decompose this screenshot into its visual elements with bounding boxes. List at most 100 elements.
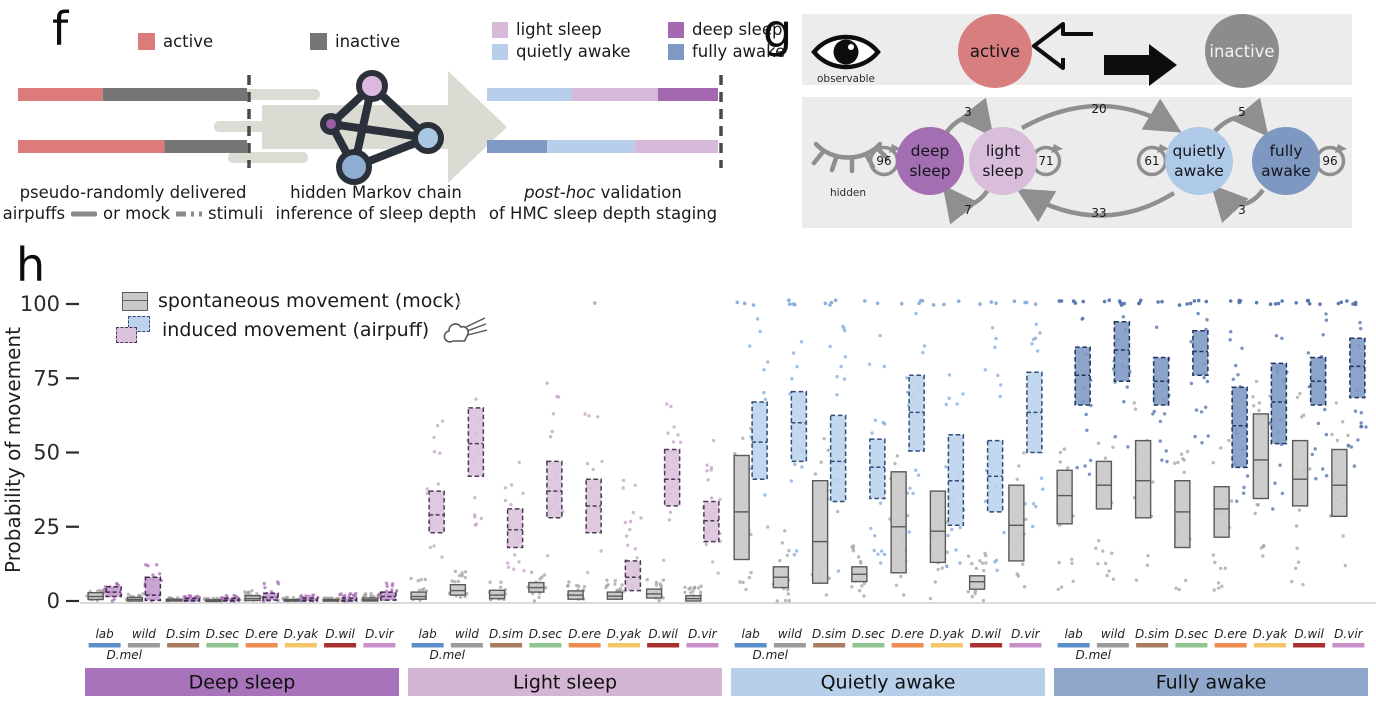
species-color-bar	[1332, 643, 1365, 648]
species-label: D.vir	[365, 627, 394, 641]
mock-data-point	[744, 587, 748, 592]
airpuff-data-point	[1353, 409, 1358, 413]
mock-data-point	[741, 580, 745, 585]
airpuff-data-point	[1158, 439, 1163, 443]
airpuff-data-point	[436, 482, 440, 486]
mock-data-point	[291, 595, 296, 600]
airpuff-data-point	[867, 362, 872, 366]
airpuff-data-point	[1235, 499, 1239, 503]
species-label: D.ere	[568, 627, 601, 641]
species-label: D.yak	[1253, 627, 1289, 641]
airpuff-data-point	[704, 542, 708, 547]
mock-data-point	[1219, 566, 1223, 571]
mock-box	[929, 490, 947, 564]
airpuff-data-point	[882, 552, 887, 557]
airpuff-data-point	[792, 553, 797, 557]
airpuff-data-point	[1324, 312, 1328, 316]
airpuff-data-point	[1107, 298, 1112, 302]
mock-data-point	[1097, 539, 1101, 543]
species-label: D.wil	[971, 627, 1001, 641]
airpuff-data-point	[833, 298, 838, 302]
airpuff-data-point	[794, 549, 799, 553]
airpuff-data-point	[716, 571, 720, 575]
airpuff-data-point	[440, 555, 444, 559]
airpuff-data-point	[1122, 301, 1126, 306]
airpuff-data-point	[1152, 409, 1157, 414]
mock-data-point	[1070, 557, 1074, 561]
mock-data-point	[1217, 586, 1221, 590]
airpuff-data-point	[512, 567, 516, 571]
airpuff-data-point	[863, 299, 867, 303]
airpuff-data-point	[787, 298, 791, 302]
airpuff-data-point	[961, 392, 965, 396]
airpuff-data-point	[905, 376, 909, 380]
airpuff-data-point	[591, 467, 595, 472]
mock-data-point	[692, 586, 696, 590]
species-label: D.sec	[852, 627, 886, 641]
airpuff-data-point	[828, 344, 832, 349]
validation-bar-segment	[487, 88, 573, 101]
airpuff-data-point	[1294, 301, 1298, 305]
stimulus-bar-segment	[18, 140, 165, 153]
mock-data-point	[1259, 546, 1264, 550]
mock-data-point	[661, 596, 665, 600]
transition-quietly-to-light: 33	[1091, 206, 1106, 220]
validation-bar-segment	[634, 140, 718, 153]
svg-text:61: 61	[1144, 154, 1159, 168]
mock-data-point	[1021, 562, 1025, 566]
airpuff-data-point	[875, 301, 880, 306]
species-color-bar	[1293, 643, 1326, 648]
airpuff-data-point	[1307, 302, 1312, 306]
airpuff-data-point	[479, 516, 483, 521]
airpuff-data-point	[506, 561, 510, 565]
airpuff-data-point	[1324, 432, 1329, 437]
mock-data-point	[618, 587, 623, 591]
species-label: lab	[418, 627, 437, 641]
airpuff-data-point	[1193, 434, 1197, 439]
airpuff-data-point	[339, 592, 343, 596]
airpuff-data-point	[506, 565, 511, 569]
speed-stripe	[214, 121, 276, 132]
mock-data-point	[851, 546, 856, 551]
mock-data-point	[1105, 573, 1109, 578]
airpuff-data-point	[348, 592, 353, 596]
mock-data-point	[1295, 395, 1300, 399]
mock-data-point	[1343, 563, 1348, 568]
airpuff-data-point	[1154, 325, 1159, 329]
airpuff-data-point	[621, 486, 625, 490]
mock-data-point	[1059, 585, 1064, 589]
svg-text:96: 96	[876, 154, 891, 168]
mock-data-point	[775, 599, 779, 603]
airpuff-data-point	[1228, 338, 1232, 342]
airpuff-box	[506, 508, 524, 549]
airpuff-data-point	[1280, 336, 1284, 340]
airpuff-data-point	[110, 599, 115, 603]
airpuff-data-point	[958, 525, 962, 530]
mock-data-point	[1295, 546, 1299, 550]
mock-data-point	[1257, 408, 1261, 413]
airpuff-data-point	[1242, 485, 1246, 490]
species-color-bar	[127, 643, 160, 648]
mock-data-point	[605, 578, 609, 582]
airpuff-data-point	[791, 302, 795, 306]
airpuff-data-point	[1151, 412, 1155, 416]
mock-data-point	[369, 592, 373, 596]
species-color-bar	[1214, 643, 1247, 648]
mock-data-point	[1257, 401, 1262, 405]
airpuff-data-point	[1356, 438, 1360, 442]
mock-data-point	[1341, 420, 1345, 424]
mock-data-point	[416, 579, 420, 583]
airpuff-data-point	[1306, 351, 1311, 355]
airpuff-box	[144, 576, 162, 602]
mock-data-point	[822, 437, 826, 441]
mock-data-point	[1056, 587, 1061, 592]
mock-data-point	[1146, 554, 1150, 558]
airpuff-data-point	[1324, 474, 1329, 478]
airpuff-data-point	[996, 373, 1000, 378]
species-color-bar	[324, 643, 357, 648]
airpuff-data-point	[1321, 333, 1325, 337]
arrow-left-icon	[1032, 22, 1093, 70]
mock-data-point	[862, 594, 866, 598]
mock-data-point	[893, 461, 897, 466]
airpuff-data-point	[1324, 318, 1329, 322]
